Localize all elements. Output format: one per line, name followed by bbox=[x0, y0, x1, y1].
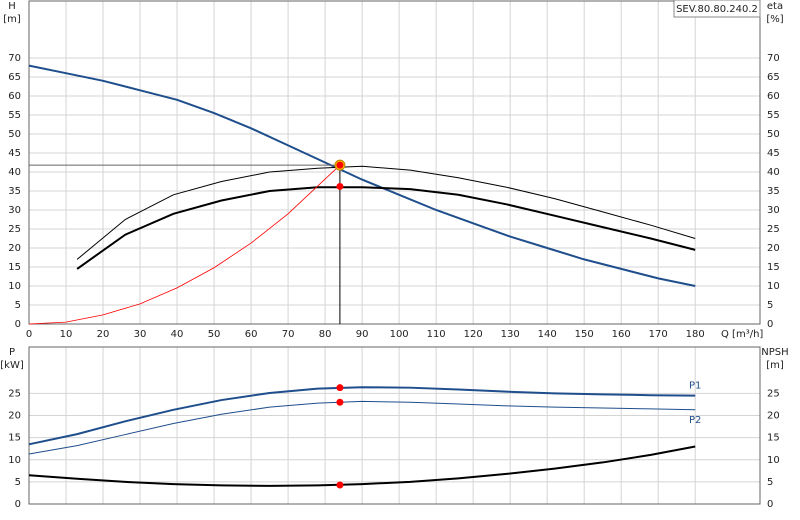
y-axis-unit: [kW] bbox=[0, 360, 24, 371]
x-tick-label: 10 bbox=[60, 329, 73, 340]
y-tick-label: 35 bbox=[8, 186, 21, 197]
y2-tick-label: 65 bbox=[767, 72, 780, 83]
x-tick-label: 120 bbox=[464, 329, 483, 340]
y-tick-label: 20 bbox=[8, 411, 21, 422]
y-tick-label: 10 bbox=[8, 455, 21, 466]
x-tick-label: 0 bbox=[26, 329, 32, 340]
annotation: SEV.80.80.240.2 bbox=[676, 4, 758, 15]
y2-tick-label: 30 bbox=[767, 205, 780, 216]
y2-tick-label: 5 bbox=[767, 300, 773, 311]
y-tick-label: 5 bbox=[15, 300, 21, 311]
series-label: P2 bbox=[689, 415, 701, 426]
y2-tick-label: 10 bbox=[767, 281, 780, 292]
curve bbox=[76, 186, 696, 270]
y2-tick-label: 70 bbox=[767, 53, 780, 64]
plot-frame bbox=[28, 346, 761, 505]
x-tick-label: 70 bbox=[282, 329, 295, 340]
y2-tick-label: 50 bbox=[767, 129, 780, 140]
y-tick-label: 40 bbox=[8, 167, 21, 178]
y2-tick-label: 40 bbox=[767, 167, 780, 178]
y2-tick-label: 55 bbox=[767, 110, 780, 121]
x-tick-label: 90 bbox=[356, 329, 369, 340]
y-tick-label: 30 bbox=[8, 205, 21, 216]
y-tick-label: 70 bbox=[8, 53, 21, 64]
y2-tick-label: 45 bbox=[767, 148, 780, 159]
series-label: P1 bbox=[689, 381, 701, 392]
y-tick-label: 25 bbox=[8, 388, 21, 399]
y-tick-label: 60 bbox=[8, 91, 21, 102]
y-tick-label: 55 bbox=[8, 110, 21, 121]
duty-point bbox=[336, 384, 344, 392]
curve bbox=[28, 400, 696, 455]
x-tick-label: 130 bbox=[501, 329, 520, 340]
y-axis-label: P bbox=[9, 347, 15, 358]
y-tick-label: 15 bbox=[8, 433, 21, 444]
y-tick-label: 5 bbox=[15, 477, 21, 488]
y-tick-label: 20 bbox=[8, 243, 21, 254]
y2-axis-label: NPSH bbox=[761, 347, 788, 358]
y-tick-label: 0 bbox=[15, 499, 21, 510]
x-tick-label: 170 bbox=[649, 329, 668, 340]
x-tick-label: 150 bbox=[575, 329, 594, 340]
y2-axis-label: eta bbox=[767, 1, 783, 12]
y-axis-label: H bbox=[8, 1, 16, 12]
y-tick-label: 45 bbox=[8, 148, 21, 159]
curve bbox=[28, 164, 341, 325]
y-tick-label: 65 bbox=[8, 72, 21, 83]
y-tick-label: 10 bbox=[8, 281, 21, 292]
curve bbox=[28, 64, 696, 287]
curve bbox=[28, 386, 696, 446]
plot-frame bbox=[28, 0, 761, 325]
x-tick-label: 80 bbox=[319, 329, 332, 340]
x-tick-label: 160 bbox=[612, 329, 631, 340]
y2-tick-label: 60 bbox=[767, 91, 780, 102]
y2-tick-label: 25 bbox=[767, 388, 780, 399]
y2-tick-label: 5 bbox=[767, 477, 773, 488]
curve bbox=[28, 445, 696, 487]
duty-point bbox=[336, 398, 344, 406]
duty-point bbox=[336, 481, 344, 489]
y2-tick-label: 20 bbox=[767, 411, 780, 422]
y2-tick-label: 10 bbox=[767, 455, 780, 466]
x-tick-label: 60 bbox=[245, 329, 258, 340]
y2-tick-label: 20 bbox=[767, 243, 780, 254]
x-tick-label: 110 bbox=[427, 329, 446, 340]
annotation-box bbox=[673, 0, 761, 18]
x-axis-label: Q [m³/h] bbox=[721, 329, 763, 340]
y-axis-unit: [m] bbox=[3, 14, 21, 25]
y2-tick-label: 0 bbox=[767, 319, 773, 330]
curve bbox=[76, 165, 696, 260]
x-tick-label: 20 bbox=[97, 329, 110, 340]
y2-axis-unit: [m] bbox=[766, 360, 784, 371]
x-tick-label: 50 bbox=[208, 329, 221, 340]
y-tick-label: 50 bbox=[8, 129, 21, 140]
y2-tick-label: 15 bbox=[767, 262, 780, 273]
y-tick-label: 15 bbox=[8, 262, 21, 273]
y2-tick-label: 25 bbox=[767, 224, 780, 235]
y2-tick-label: 35 bbox=[767, 186, 780, 197]
y2-tick-label: 0 bbox=[767, 499, 773, 510]
y2-tick-label: 15 bbox=[767, 433, 780, 444]
x-tick-label: 180 bbox=[686, 329, 705, 340]
x-tick-label: 30 bbox=[134, 329, 147, 340]
y2-axis-unit: [%] bbox=[766, 14, 783, 25]
x-tick-label: 100 bbox=[390, 329, 409, 340]
x-tick-label: 140 bbox=[538, 329, 557, 340]
duty-point bbox=[336, 161, 344, 169]
y-tick-label: 25 bbox=[8, 224, 21, 235]
x-tick-label: 40 bbox=[171, 329, 184, 340]
y-tick-label: 0 bbox=[15, 319, 21, 330]
duty-point bbox=[336, 182, 344, 190]
